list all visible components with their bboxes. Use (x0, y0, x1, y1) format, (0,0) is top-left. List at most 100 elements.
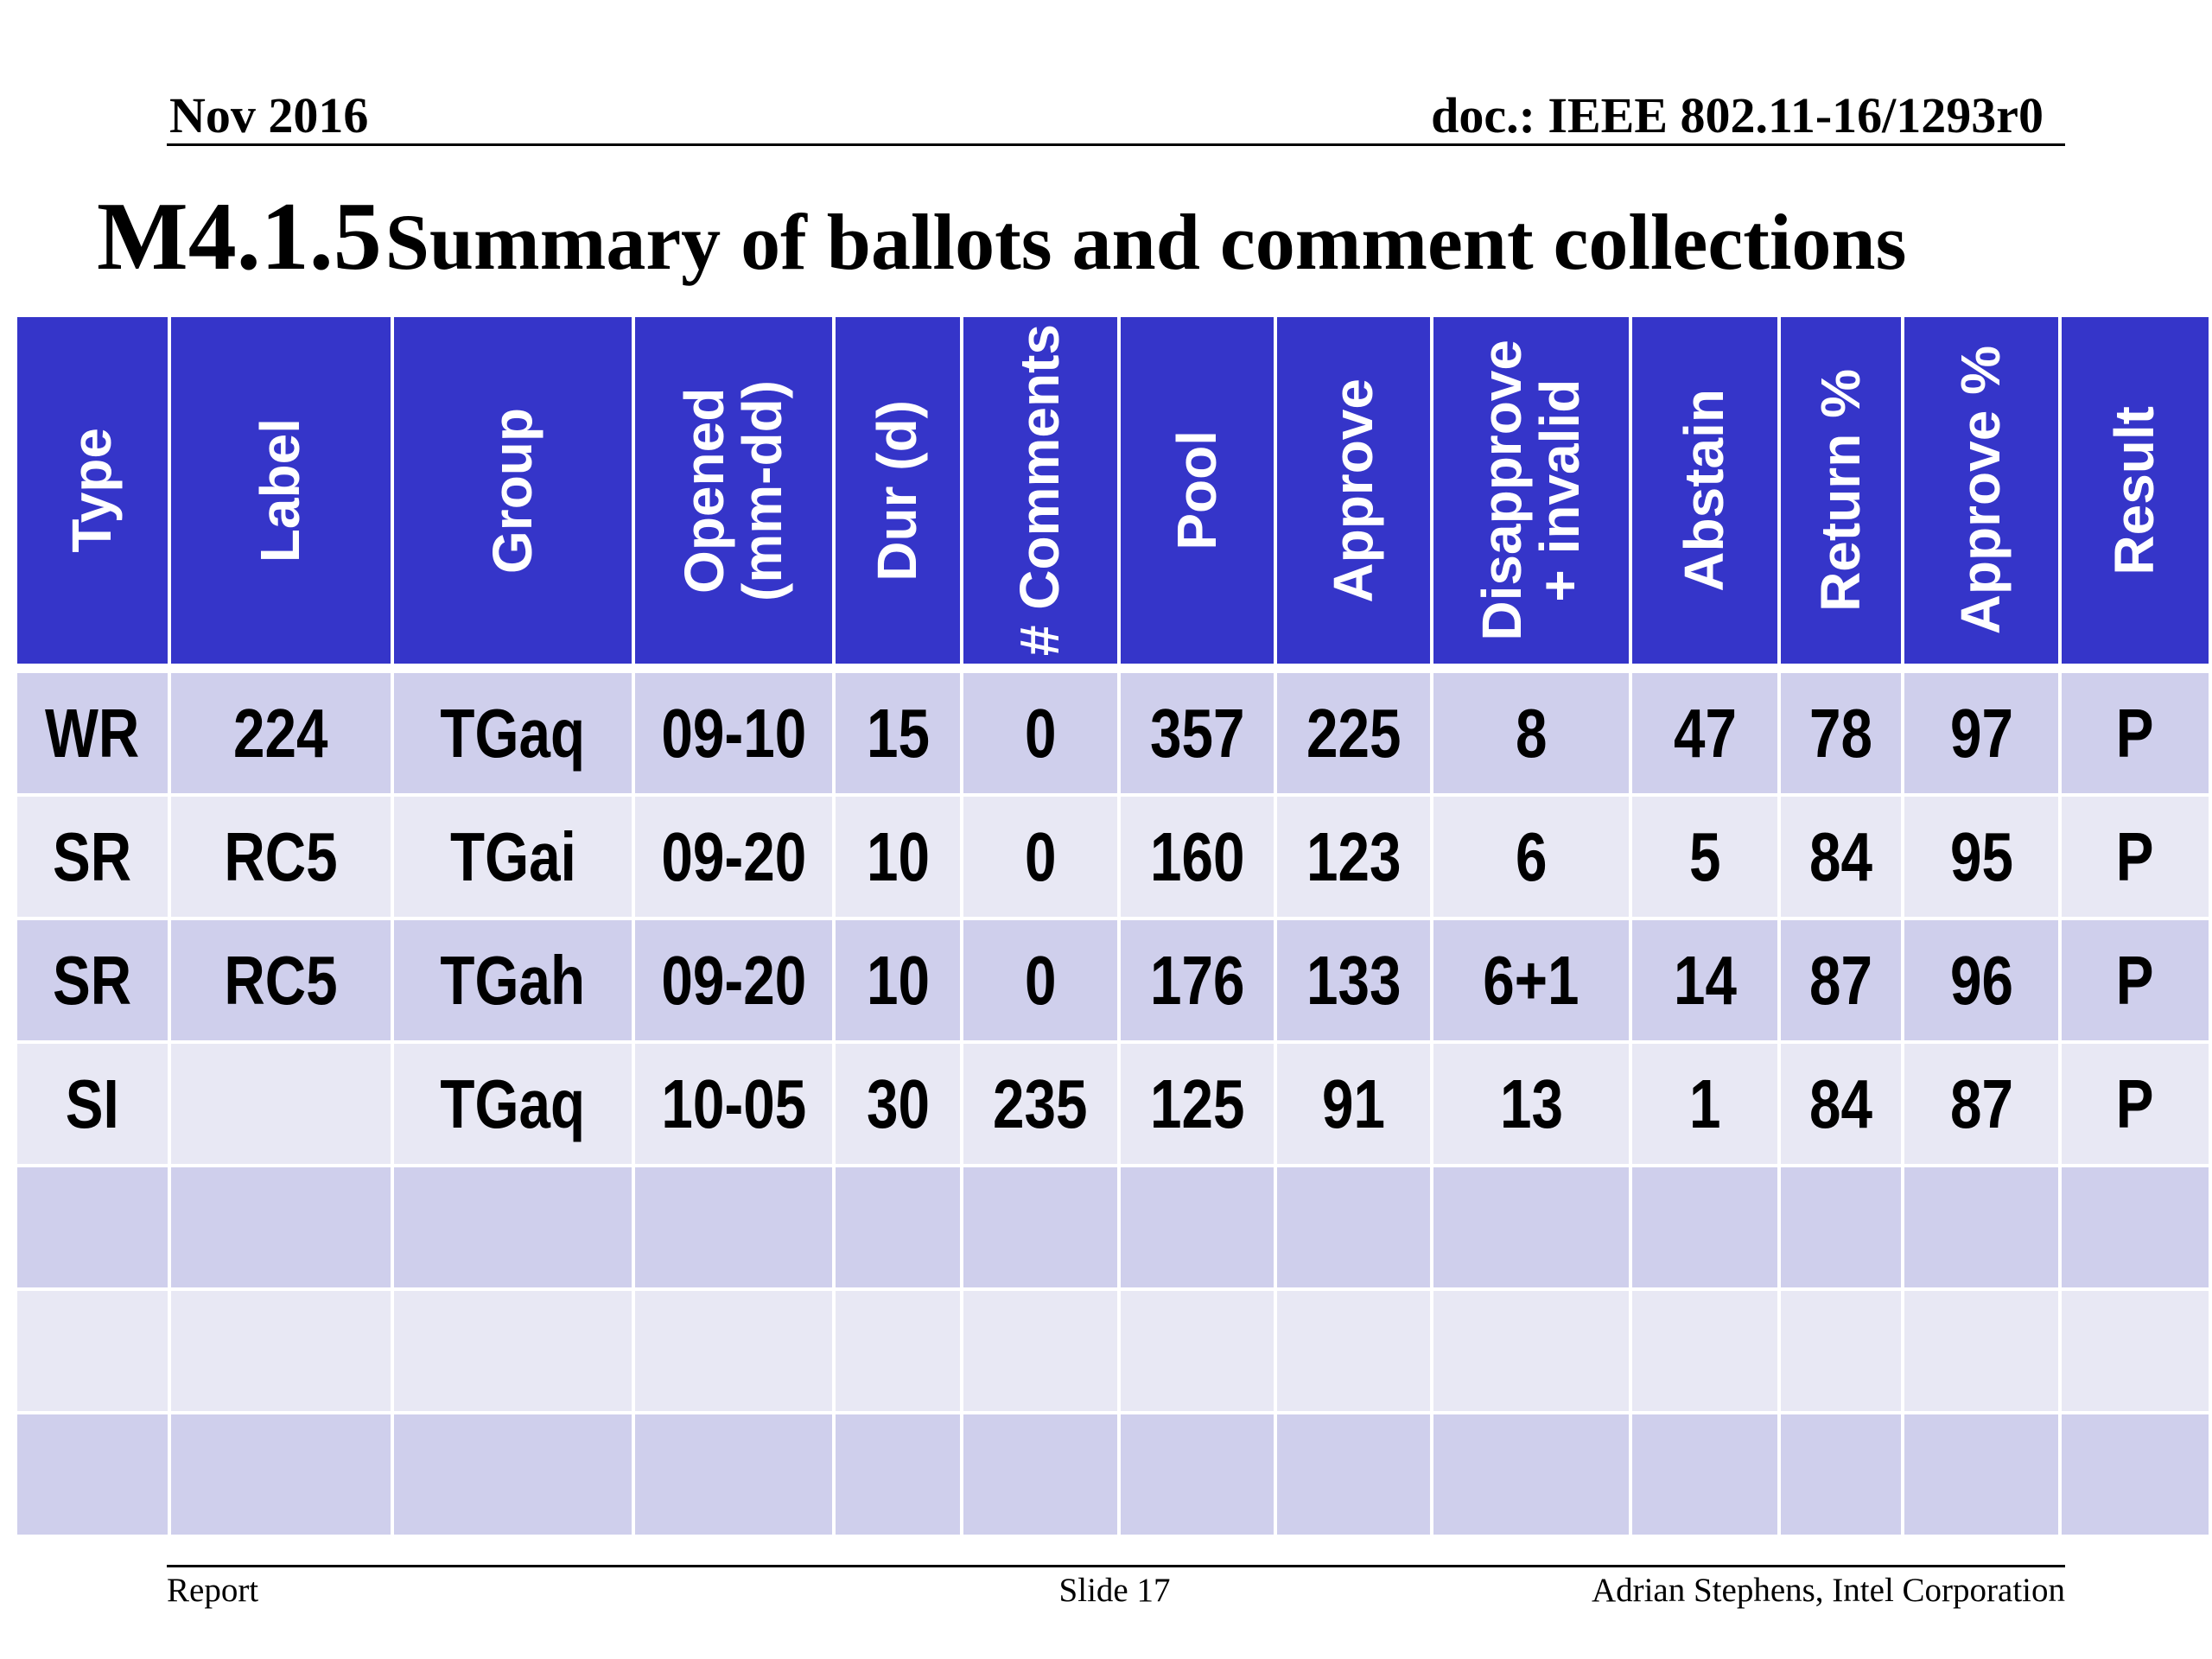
table-cell (836, 1414, 960, 1535)
cell-text: 10 (866, 941, 930, 1019)
cell-text: 47 (1673, 694, 1737, 772)
table-cell (1632, 1291, 1777, 1411)
cell-text: 96 (1949, 941, 2013, 1019)
table-cell (1632, 1167, 1777, 1287)
header-text: Opened (mm-dd) (673, 380, 793, 601)
table-cell (17, 1291, 168, 1411)
cell-text: P (2116, 817, 2154, 895)
cell-text: 91 (1322, 1065, 1385, 1142)
header-rule (167, 143, 2065, 146)
table-cell: TGaq (394, 1044, 632, 1164)
cell-text: 123 (1306, 817, 1402, 895)
table-cell: 125 (1121, 1044, 1274, 1164)
table-cell: 30 (836, 1044, 960, 1164)
header-cell: Abstain (1632, 317, 1777, 664)
table-cell (963, 1167, 1117, 1287)
header-cell: Return % (1781, 317, 1901, 664)
table-cell (394, 1167, 632, 1287)
cell-text: TGai (449, 817, 576, 895)
table-cell: 10 (836, 797, 960, 917)
table-cell: 97 (1904, 673, 2058, 793)
table-cell: WR (17, 673, 168, 793)
header-line: # Comments (1008, 324, 1071, 657)
header-line: Group (480, 407, 543, 574)
table-cell: 176 (1121, 920, 1274, 1040)
table-cell: 235 (963, 1044, 1117, 1164)
table-cell (836, 1291, 960, 1411)
table-cell: 0 (963, 920, 1117, 1040)
table-cell: 123 (1277, 797, 1430, 917)
table-cell: 10-05 (635, 1044, 832, 1164)
table-cell: P (2062, 920, 2209, 1040)
title-prefix: M4.1.5 (97, 183, 382, 290)
table-cell: TGai (394, 797, 632, 917)
table-cell: 09-10 (635, 673, 832, 793)
cell-text: SR (53, 817, 132, 895)
table-cell: RC5 (171, 797, 391, 917)
table-cell (1121, 1291, 1274, 1411)
table-cell: 8 (1433, 673, 1629, 793)
table-cell: 6+1 (1433, 920, 1629, 1040)
header-text: Abstain (1673, 389, 1736, 592)
header-line: Pool (1165, 430, 1228, 550)
cell-text: SR (53, 941, 132, 1019)
cell-text: 8 (1515, 694, 1548, 772)
table-cell: 84 (1781, 797, 1901, 917)
cell-text: 84 (1809, 1065, 1872, 1142)
cell-text: 09-20 (661, 941, 806, 1019)
table-cell: 6 (1433, 797, 1629, 917)
table-cell (1433, 1414, 1629, 1535)
table-cell (836, 1167, 960, 1287)
table-cell: SR (17, 797, 168, 917)
table-cell (394, 1291, 632, 1411)
cell-text: 30 (866, 1065, 930, 1142)
cell-text: 235 (993, 1065, 1088, 1142)
table-cell: 09-20 (635, 797, 832, 917)
table-cell: P (2062, 1044, 2209, 1164)
table-cell (963, 1291, 1117, 1411)
table-cell (1781, 1167, 1901, 1287)
table-cell (1121, 1414, 1274, 1535)
header-cell: Label (171, 317, 391, 664)
header-line: Approve % (1949, 346, 2012, 635)
footer-center: Slide 17 (1058, 1572, 1171, 1609)
cell-text: 87 (1949, 1065, 2013, 1142)
cell-text: 225 (1306, 694, 1402, 772)
table-cell (17, 1167, 168, 1287)
table-cell (1121, 1167, 1274, 1287)
table-cell: RC5 (171, 920, 391, 1040)
table-cell: SI (17, 1044, 168, 1164)
header-text: Dur (d) (866, 400, 928, 582)
header-text: Result (2103, 406, 2165, 575)
table-cell: TGaq (394, 673, 632, 793)
table-cell: 91 (1277, 1044, 1430, 1164)
cell-text: TGaq (440, 1065, 586, 1142)
table-cell (963, 1414, 1117, 1535)
header-text: Disapprove + invalid (1471, 340, 1591, 641)
cell-text: 5 (1688, 817, 1721, 895)
cell-text: 224 (233, 694, 328, 772)
table-cell: 14 (1632, 920, 1777, 1040)
header-text: Return % (1809, 369, 1872, 612)
table-cell: 225 (1277, 673, 1430, 793)
table-cell: SR (17, 920, 168, 1040)
header-line: + invalid (1529, 378, 1591, 602)
table-cell (2062, 1414, 2209, 1535)
cell-text: WR (45, 694, 140, 772)
header-line: Abstain (1673, 389, 1736, 592)
cell-text: 09-10 (661, 694, 806, 772)
table-cell: TGah (394, 920, 632, 1040)
cell-text: 78 (1809, 694, 1872, 772)
table-cell (171, 1291, 391, 1411)
table-cell: 224 (171, 673, 391, 793)
table-cell: 96 (1904, 920, 2058, 1040)
header-line: Label (249, 417, 312, 563)
table-cell: 13 (1433, 1044, 1629, 1164)
table-cell (2062, 1291, 2209, 1411)
table-cell: 15 (836, 673, 960, 793)
table-cell: 95 (1904, 797, 2058, 917)
header-text: Approve (1322, 378, 1384, 603)
header-date: Nov 2016 (169, 87, 369, 143)
header-cell: Result (2062, 317, 2209, 664)
